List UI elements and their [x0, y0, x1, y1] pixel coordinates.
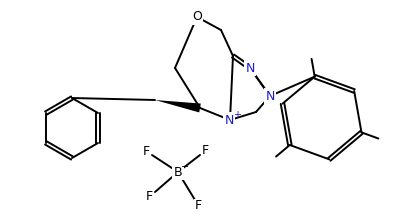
Text: F: F	[146, 190, 153, 203]
Polygon shape	[155, 100, 201, 112]
Text: −: −	[181, 162, 189, 172]
Text: F: F	[202, 144, 209, 157]
Text: N: N	[224, 114, 234, 126]
Text: O: O	[192, 11, 202, 24]
Text: B: B	[174, 165, 182, 178]
Text: N: N	[265, 90, 275, 103]
Text: F: F	[195, 200, 202, 213]
Text: +: +	[233, 110, 241, 120]
Text: N: N	[245, 62, 255, 75]
Text: F: F	[142, 145, 150, 158]
